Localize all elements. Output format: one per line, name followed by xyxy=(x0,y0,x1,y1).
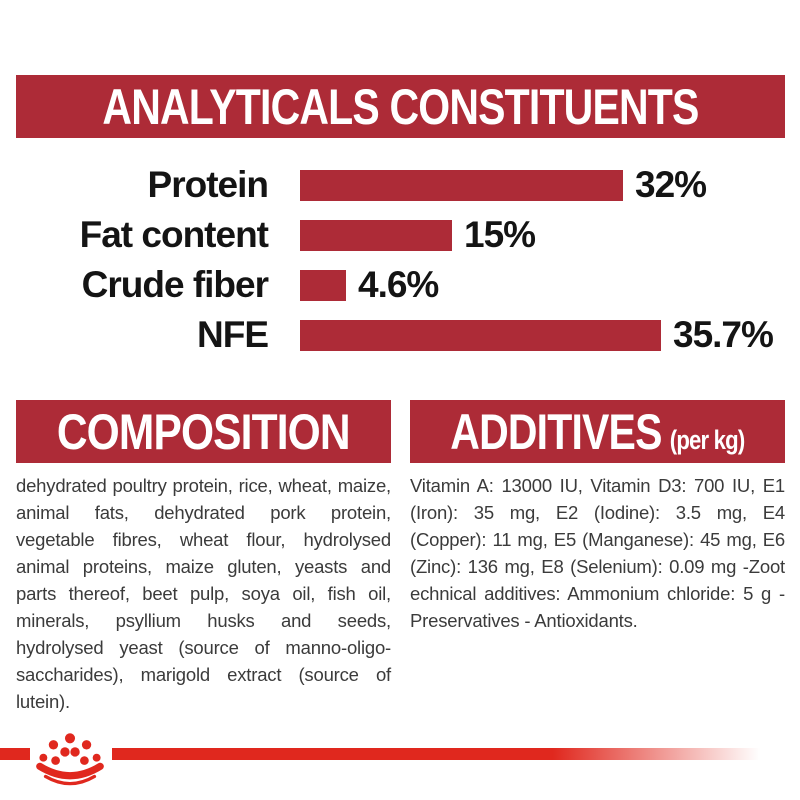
additives-per-kg-label: (per kg) xyxy=(669,424,745,455)
chart-category-label: Fat content xyxy=(79,214,269,255)
chart-row: Fat content 15% xyxy=(0,210,800,260)
chart-row: NFE 35.7% xyxy=(0,310,800,360)
chart-bar xyxy=(300,269,346,301)
additives-title-group: ADDITIVES (per kg) xyxy=(450,403,745,461)
composition-body-text: dehydrated poultry protein, rice, wheat,… xyxy=(16,475,391,712)
additives-section: ADDITIVES (per kg) Vitamin A: 13000 IU, … xyxy=(410,400,785,634)
chart-bar xyxy=(300,319,661,351)
composition-header: COMPOSITION xyxy=(16,400,391,463)
analytical-constituents-header: ANALYTICALS CONSTITUENTS xyxy=(16,75,785,138)
additives-body-text: Vitamin A: 13000 IU, Vitamin D3: 700 IU,… xyxy=(410,475,785,631)
chart-value-label: 32% xyxy=(635,164,707,205)
additives-title: ADDITIVES xyxy=(450,403,662,460)
chart-category-label: Crude fiber xyxy=(81,264,269,305)
chart-row: Protein 32% xyxy=(0,160,800,210)
footer-rule-left-segment xyxy=(0,748,30,760)
chart-value-label: 15% xyxy=(464,214,536,255)
royal-canin-crown-logo xyxy=(36,733,104,786)
composition-section: COMPOSITION dehydrated poultry protein, … xyxy=(16,400,391,715)
footer-rule-right-segment xyxy=(112,748,760,760)
chart-row: Crude fiber 4.6% xyxy=(0,260,800,310)
analytical-constituents-title: ANALYTICALS CONSTITUENTS xyxy=(102,78,699,135)
composition-title: COMPOSITION xyxy=(57,403,351,460)
chart-category-label: NFE xyxy=(197,314,269,355)
chart-bar xyxy=(300,169,623,201)
chart-value-label: 4.6% xyxy=(358,264,439,305)
additives-header: ADDITIVES (per kg) xyxy=(410,400,785,463)
constituents-chart: Protein 32% Fat content 15% Crude fiber 4.6% N… xyxy=(0,160,800,360)
chart-value-label: 35.7% xyxy=(673,314,774,355)
chart-category-label: Protein xyxy=(147,164,269,205)
chart-bar xyxy=(300,219,452,251)
